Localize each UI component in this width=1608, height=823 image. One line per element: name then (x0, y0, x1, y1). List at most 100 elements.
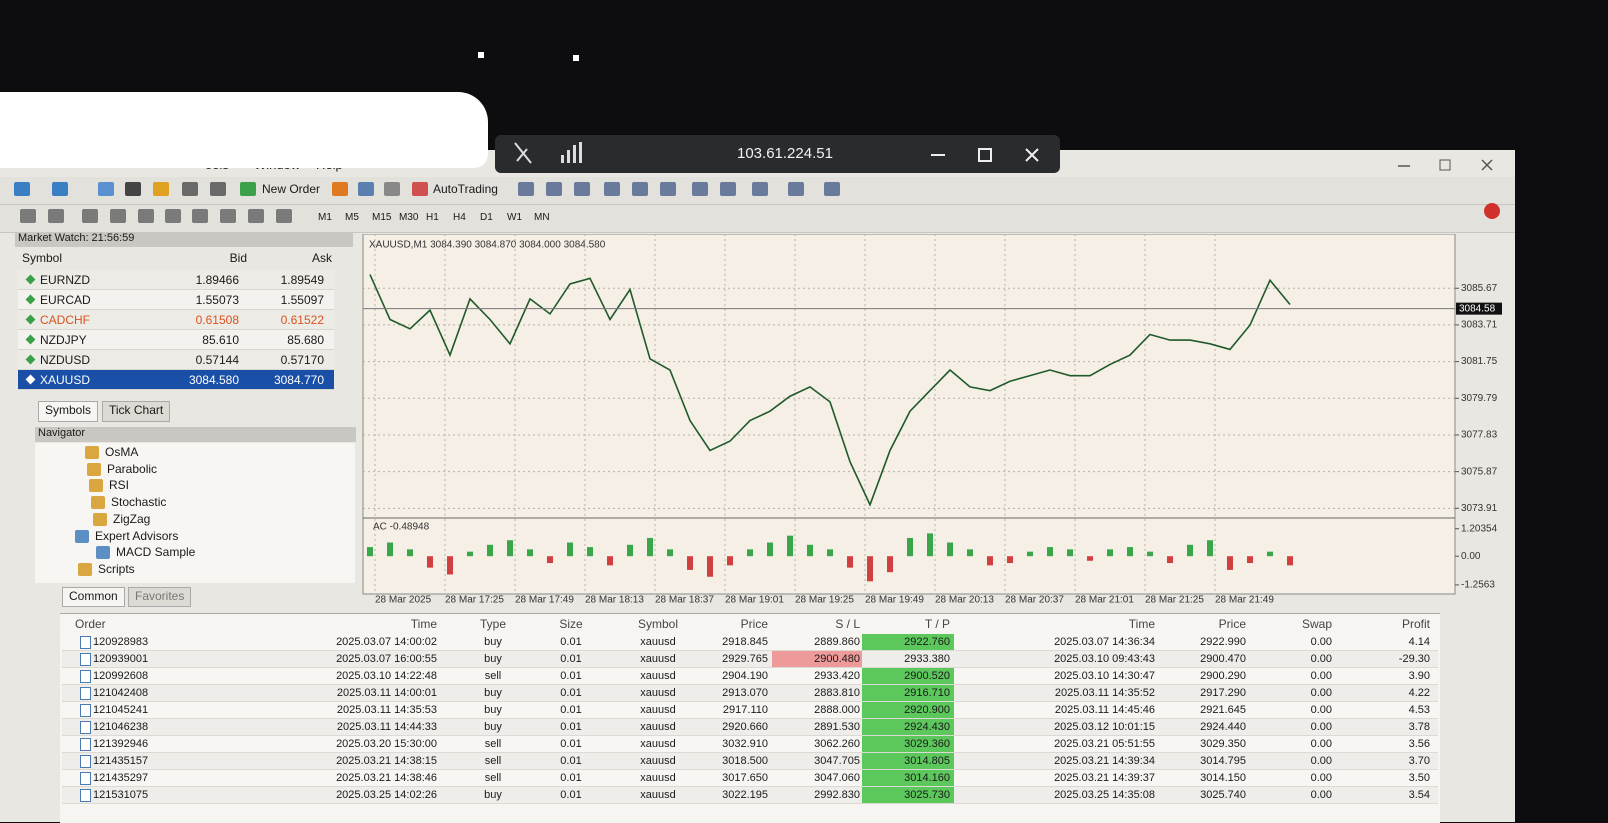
order-row[interactable] (62, 770, 1438, 787)
indicator-bar (1027, 551, 1033, 557)
order-row[interactable] (62, 685, 1438, 702)
panel-tab[interactable]: Symbols (38, 401, 99, 422)
order-cell: 4.22 (1408, 687, 1430, 699)
timeframe-button[interactable]: H4 (453, 212, 466, 223)
navigator-item[interactable]: RSI (109, 478, 130, 493)
timeframe-button[interactable]: M1 (318, 212, 332, 223)
toolbar-icon[interactable] (604, 182, 620, 196)
toolbar-icon[interactable] (632, 182, 648, 196)
notification-badge[interactable] (1484, 203, 1500, 219)
order-cell: 3014.160 (904, 772, 950, 784)
panel-tab[interactable]: Tick Chart (102, 401, 171, 422)
indicator-bar (467, 551, 473, 557)
navigator-item[interactable]: MACD Sample (116, 545, 196, 560)
watch-row[interactable] (18, 270, 334, 290)
order-row[interactable] (62, 719, 1438, 736)
toolbar-icon[interactable] (98, 182, 114, 196)
order-row[interactable] (62, 668, 1438, 685)
panel-tab[interactable]: Favorites (128, 587, 192, 607)
order-row[interactable] (62, 736, 1438, 753)
timeframe-button[interactable]: D1 (480, 212, 493, 223)
toolbar-icon[interactable] (220, 209, 236, 223)
indicator-bar (667, 549, 673, 557)
column-header: Time (1128, 617, 1155, 631)
x-tick-label: 28 Mar 19:49 (865, 595, 924, 606)
navigator-item[interactable]: ZigZag (113, 511, 151, 526)
toolbar-icon[interactable] (824, 182, 840, 196)
toolbar-icon[interactable] (153, 182, 169, 196)
new-order-button[interactable]: New Order (262, 182, 321, 196)
toolbar-icon[interactable] (240, 182, 256, 196)
navigator-item[interactable]: Expert Advisors (95, 528, 179, 543)
order-row[interactable] (62, 634, 1438, 651)
timeframe-button[interactable]: H1 (426, 212, 439, 223)
order-cell: buy (484, 789, 502, 801)
toolbar-icon[interactable] (138, 209, 154, 223)
indicator-bar (1187, 544, 1193, 557)
timeframe-button[interactable]: M30 (399, 212, 419, 223)
toolbar-icon[interactable] (358, 182, 374, 196)
navigator-item[interactable]: Stochastic (111, 495, 167, 510)
order-cell: 0.01 (560, 687, 582, 699)
toolbar-icon[interactable] (182, 182, 198, 196)
toolbar-icon[interactable] (518, 182, 534, 196)
toolbar-icon[interactable] (20, 209, 36, 223)
toolbar-icon[interactable] (125, 182, 141, 196)
order-cell: 0.00 (1310, 704, 1332, 716)
x-tick-label: 28 Mar 17:49 (515, 595, 574, 606)
watch-cell: EURCAD (40, 293, 91, 307)
toolbar-icon[interactable] (48, 209, 64, 223)
panel-tab[interactable]: Common (62, 587, 125, 607)
watch-row[interactable] (18, 290, 334, 310)
toolbar-icon[interactable] (276, 209, 292, 223)
order-cell: 3.50 (1408, 772, 1430, 784)
watch-row[interactable] (18, 370, 334, 390)
toolbar-icon[interactable] (384, 182, 400, 196)
navigator-item[interactable]: Parabolic (107, 461, 158, 476)
toolbar-icon[interactable] (720, 182, 736, 196)
timeframe-button[interactable]: M15 (372, 212, 392, 223)
timeframe-button[interactable]: M5 (345, 212, 359, 223)
order-cell: 2918.845 (722, 636, 768, 648)
toolbar-icon[interactable] (332, 182, 348, 196)
indicator-bar (487, 544, 493, 557)
indicator-bar (927, 533, 933, 557)
toolbar-icon[interactable] (660, 182, 676, 196)
watch-row[interactable] (18, 330, 334, 350)
order-cell: 120928983 (93, 636, 149, 648)
toolbar-icon[interactable] (110, 209, 126, 223)
order-cell: 3.90 (1408, 670, 1430, 682)
toolbar-icon[interactable] (574, 182, 590, 196)
autotrading-button[interactable]: AutoTrading (433, 182, 498, 196)
order-row[interactable] (62, 651, 1438, 668)
toolbar-icon[interactable] (752, 182, 768, 196)
indicator-bar (747, 549, 753, 557)
watch-cell: 0.61522 (280, 313, 324, 327)
navigator-item[interactable]: OsMA (105, 445, 139, 459)
watch-row[interactable] (18, 350, 334, 370)
toolbar-icon[interactable] (546, 182, 562, 196)
toolbar-icon[interactable] (192, 209, 208, 223)
order-row[interactable] (62, 753, 1438, 770)
toolbar-icon[interactable] (165, 209, 181, 223)
toolbar-icon[interactable] (210, 182, 226, 196)
order-row[interactable] (62, 787, 1438, 804)
order-row[interactable] (62, 702, 1438, 719)
order-cell: xauusd (640, 704, 676, 716)
toolbar-icon[interactable] (248, 209, 264, 223)
toolbar-icon[interactable] (412, 182, 428, 196)
timeframe-button[interactable]: MN (534, 212, 550, 223)
toolbar-icon[interactable] (14, 182, 30, 196)
order-cell: 2025.03.11 14:00:01 (336, 687, 437, 699)
close-icon[interactable] (1025, 148, 1039, 162)
restore-icon[interactable] (978, 148, 992, 162)
timeframe-button[interactable]: W1 (507, 212, 522, 223)
watch-row[interactable] (18, 310, 334, 330)
toolbar-icon[interactable] (82, 209, 98, 223)
toolbar-icon[interactable] (788, 182, 804, 196)
toolbar-icon[interactable] (52, 182, 68, 196)
toolbar-icon[interactable] (692, 182, 708, 196)
pin-icon[interactable] (514, 142, 532, 164)
navigator-item[interactable]: Scripts (98, 561, 135, 576)
